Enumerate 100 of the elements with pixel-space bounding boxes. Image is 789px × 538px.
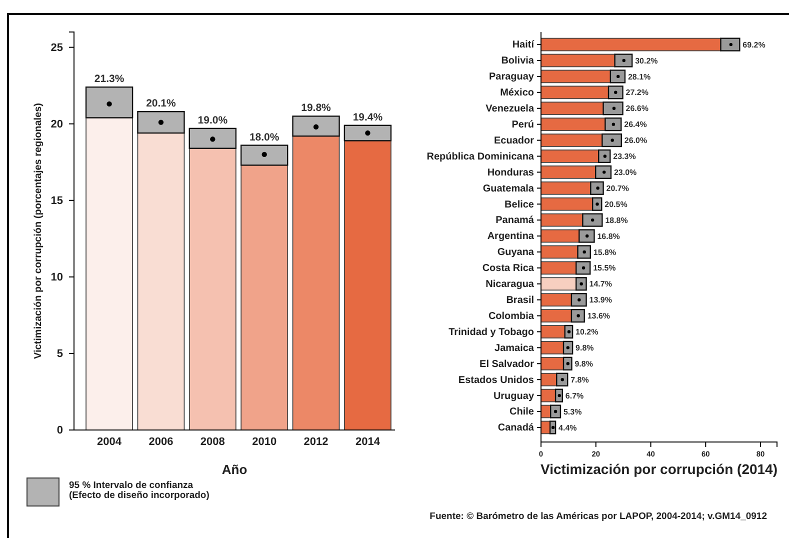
y-tick-label: 15 bbox=[50, 194, 63, 207]
data-label: 20.5% bbox=[604, 200, 628, 209]
y-tick-label: Honduras bbox=[487, 167, 534, 178]
y-tick-label: Argentina bbox=[487, 231, 534, 242]
bar bbox=[540, 325, 566, 338]
bar bbox=[540, 309, 572, 322]
y-tick-label: Bolivia bbox=[501, 56, 534, 67]
bar bbox=[540, 38, 722, 52]
point bbox=[106, 101, 112, 107]
x-tick-label: 2014 bbox=[355, 436, 381, 448]
bar bbox=[540, 166, 596, 179]
bar bbox=[86, 117, 133, 430]
data-label: 26.4% bbox=[624, 120, 647, 130]
y-tick-label: 10 bbox=[50, 271, 63, 284]
bar bbox=[608, 86, 624, 100]
x-tick-label: 2006 bbox=[148, 436, 174, 448]
bar bbox=[595, 165, 612, 180]
bar bbox=[540, 150, 600, 163]
data-label: 27.2% bbox=[626, 88, 648, 98]
x-axis-title: Año bbox=[222, 462, 248, 477]
x-tick-label: 2008 bbox=[200, 436, 225, 448]
data-label: 9.8% bbox=[574, 359, 593, 368]
bar bbox=[562, 356, 572, 370]
x-tick-label: 2010 bbox=[252, 436, 277, 448]
x-tick-label: 2012 bbox=[304, 436, 328, 448]
y-tick-label: Jamaica bbox=[494, 342, 534, 354]
data-label: 5.3% bbox=[563, 407, 582, 416]
bar bbox=[292, 136, 340, 430]
bar bbox=[577, 245, 591, 259]
bar bbox=[604, 117, 622, 132]
bar bbox=[240, 164, 288, 430]
bar bbox=[85, 86, 134, 118]
data-label: 20.7% bbox=[606, 184, 629, 193]
bar bbox=[540, 229, 580, 243]
bar bbox=[540, 356, 564, 370]
bar bbox=[188, 148, 236, 430]
point bbox=[262, 152, 267, 158]
y-tick-label: Venezuela bbox=[486, 104, 534, 115]
bar bbox=[540, 245, 578, 259]
y-tick-label: Nicaragua bbox=[486, 279, 534, 290]
y-tick-label: 20 bbox=[50, 118, 63, 130]
bar bbox=[592, 197, 602, 211]
bar bbox=[344, 124, 392, 142]
y-tick-label: Costa Rica bbox=[482, 263, 534, 274]
y-tick-label: Paraguay bbox=[488, 72, 534, 83]
bar bbox=[137, 111, 185, 134]
y-tick-label: Estados Unidos bbox=[458, 374, 534, 386]
point bbox=[586, 234, 589, 238]
bar bbox=[240, 144, 288, 166]
bar bbox=[562, 340, 574, 355]
bar bbox=[137, 132, 185, 430]
point bbox=[610, 138, 614, 142]
data-label: 9.8% bbox=[576, 343, 594, 352]
bar bbox=[540, 277, 577, 291]
point bbox=[729, 42, 732, 46]
data-label: 6.7% bbox=[565, 391, 584, 400]
bar bbox=[578, 229, 595, 243]
y-tick-label: Belice bbox=[504, 199, 534, 210]
point bbox=[602, 170, 606, 174]
data-label: 15.8% bbox=[593, 248, 616, 257]
data-label: 18.8% bbox=[605, 216, 628, 225]
x-axis-title: Victimización por corrupción (2014) bbox=[540, 461, 778, 477]
data-label: 16.8% bbox=[597, 232, 620, 241]
data-label: 18.0% bbox=[249, 131, 280, 144]
bar bbox=[540, 181, 592, 195]
data-label: 13.6% bbox=[587, 312, 610, 321]
point bbox=[365, 130, 370, 136]
data-label: 4.4% bbox=[558, 423, 577, 432]
data-label: 14.7% bbox=[589, 280, 612, 289]
bar bbox=[540, 261, 577, 275]
bar bbox=[188, 128, 237, 149]
data-label: 15.5% bbox=[593, 264, 616, 273]
data-label: 7.8% bbox=[570, 375, 589, 384]
y-tick-label: Ecuador bbox=[494, 135, 534, 146]
data-label: 20.1% bbox=[146, 98, 177, 110]
bar bbox=[614, 54, 633, 68]
bar bbox=[540, 213, 584, 227]
data-label: 26.6% bbox=[626, 104, 648, 114]
data-label: 21.3% bbox=[94, 73, 125, 86]
text: 95 % Intervalo de confianza (Efecto de diseño incorporado) bbox=[69, 480, 210, 501]
y-tick-label: México bbox=[500, 88, 534, 99]
bar bbox=[570, 292, 587, 307]
bar bbox=[576, 277, 587, 291]
y-tick-label: Haití bbox=[512, 40, 536, 51]
bar bbox=[582, 213, 603, 227]
bar bbox=[540, 197, 594, 211]
bar bbox=[602, 133, 622, 148]
data-label: 30.2% bbox=[635, 56, 658, 66]
y-tick-label: Canadá bbox=[498, 422, 534, 434]
y-tick-label: Guyana bbox=[497, 247, 534, 258]
point bbox=[578, 298, 581, 302]
point bbox=[158, 120, 164, 125]
y-tick-label: Brasil bbox=[506, 295, 534, 306]
point bbox=[576, 314, 580, 318]
y-tick-label: 25 bbox=[50, 42, 63, 54]
point bbox=[210, 136, 216, 142]
bar bbox=[344, 140, 392, 430]
bar bbox=[556, 372, 568, 386]
point bbox=[612, 106, 616, 110]
data-label: 13.9% bbox=[589, 296, 612, 305]
